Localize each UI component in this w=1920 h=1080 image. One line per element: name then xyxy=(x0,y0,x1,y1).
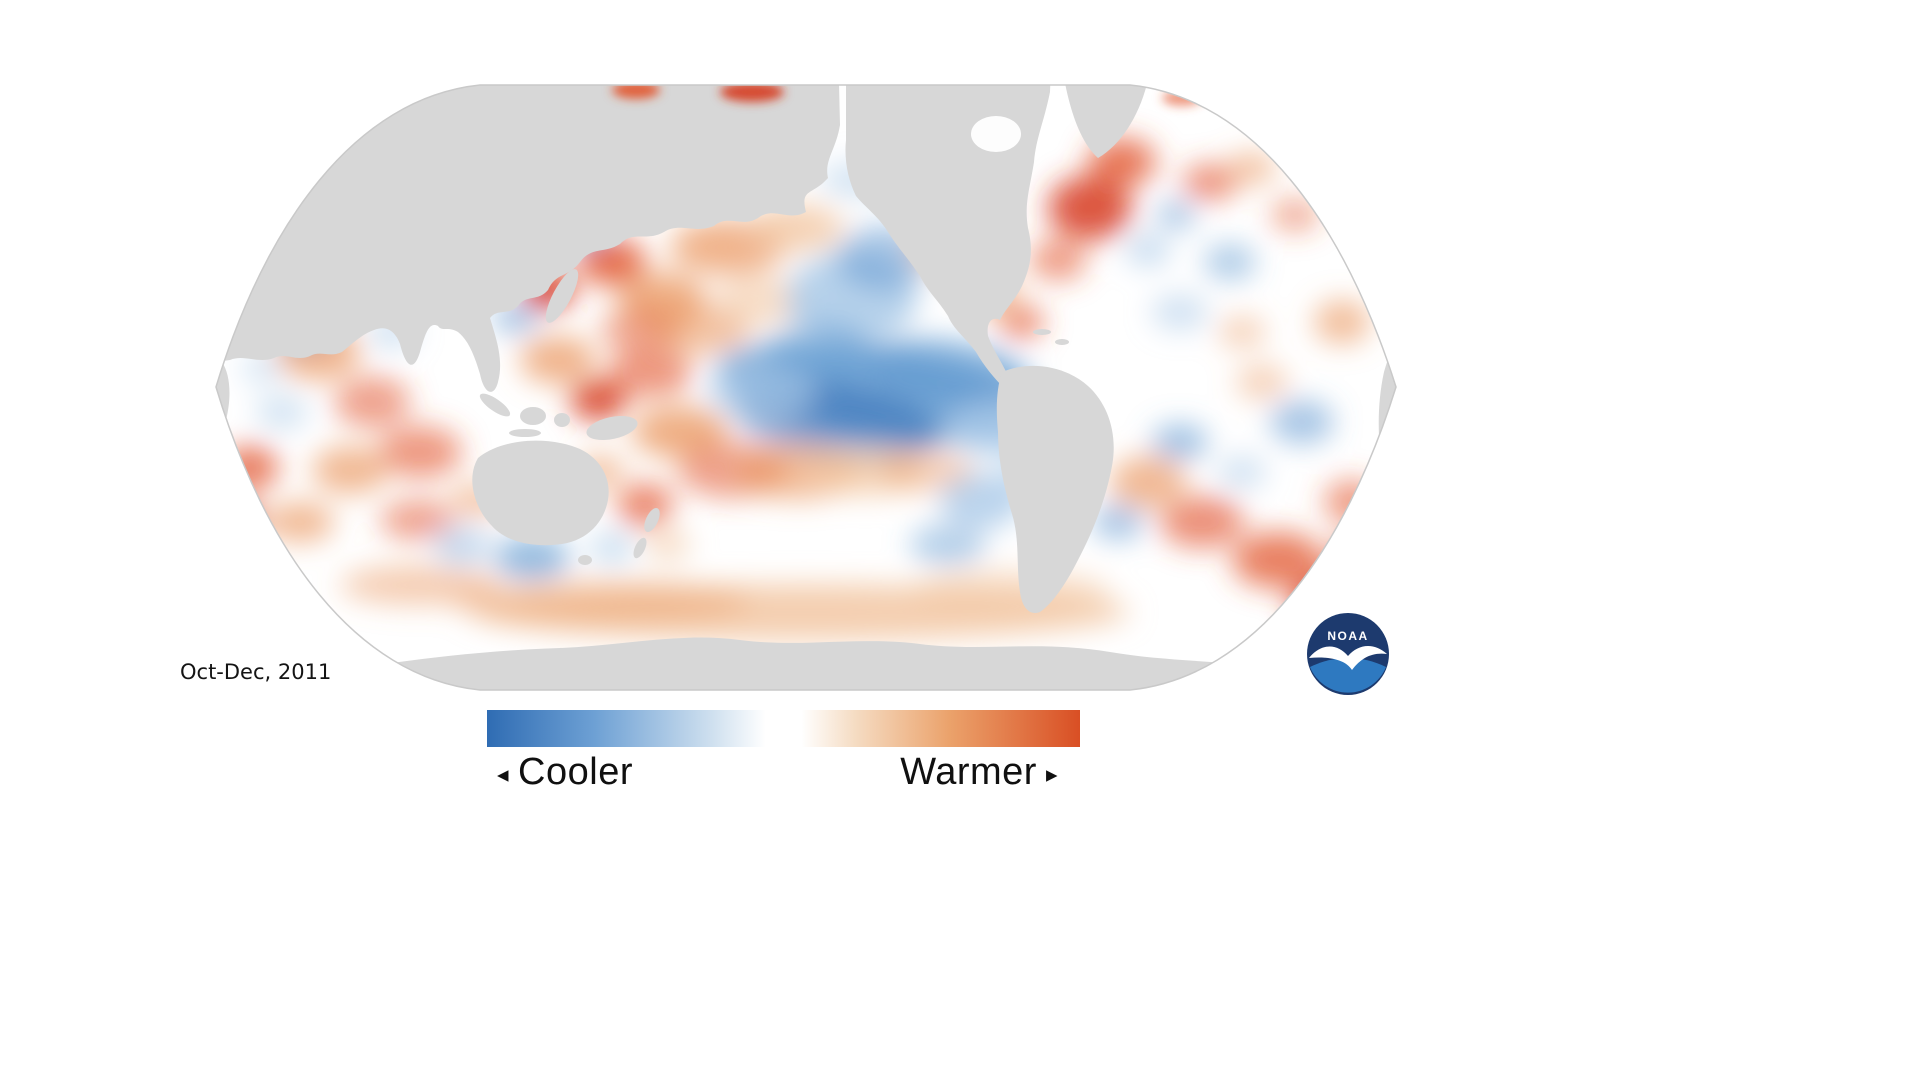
anomaly-blob xyxy=(612,85,660,99)
anomaly-blob xyxy=(434,528,490,564)
anomaly-blob xyxy=(1156,201,1196,229)
anomaly-blob xyxy=(940,472,1024,528)
anomaly-blob xyxy=(747,204,843,252)
anomaly-blob xyxy=(340,565,500,605)
anomaly-blob xyxy=(910,570,1110,614)
anomaly-blob xyxy=(222,446,278,490)
anomaly-blob xyxy=(450,580,750,624)
landmass-borneo xyxy=(520,407,546,425)
anomaly-blob xyxy=(1092,504,1144,540)
anomaly-blob xyxy=(646,529,690,561)
landmass-cuba xyxy=(1033,329,1051,335)
anomaly-blob xyxy=(520,336,596,384)
anomaly-blob xyxy=(1048,176,1132,240)
anomaly-blob xyxy=(1232,532,1324,588)
anomaly-blob xyxy=(1110,456,1186,508)
anomaly-blob xyxy=(570,380,626,420)
noaa-logo-text: NOAA xyxy=(1327,629,1368,643)
anomaly-blob xyxy=(216,500,262,540)
anomaly-blob xyxy=(380,500,456,540)
anomaly-blob xyxy=(877,448,973,492)
anomaly-blob xyxy=(1314,300,1370,344)
anomaly-blob xyxy=(1218,456,1266,488)
anomaly-blob xyxy=(378,426,462,478)
anomaly-blob xyxy=(910,523,986,567)
warmer-label: Warmer ▸ xyxy=(900,751,1080,794)
landmass-new-guinea xyxy=(586,415,638,441)
landmass-new-zealand-south xyxy=(633,537,647,559)
cooler-arrow-icon: ◂ xyxy=(497,760,510,787)
anomaly-blob xyxy=(256,394,308,430)
anomaly-blob xyxy=(1204,244,1256,280)
noaa-logo: NOAA xyxy=(1307,613,1389,695)
anomaly-blob xyxy=(1236,364,1288,400)
landmass-australia xyxy=(472,440,609,546)
landmass-greenland xyxy=(1062,85,1152,158)
anomaly-blob xyxy=(1126,234,1170,266)
anomaly-blob xyxy=(242,352,282,384)
anomaly-blob xyxy=(1330,536,1390,584)
anomaly-blob xyxy=(334,376,410,428)
anomaly-blob xyxy=(1152,424,1208,460)
landmass-sulawesi xyxy=(554,413,570,427)
landmass-new-zealand-north xyxy=(644,507,660,533)
anomaly-blob xyxy=(216,276,240,320)
anomaly-blob xyxy=(1152,294,1208,330)
anomaly-blob xyxy=(312,446,388,494)
date-label: Oct-Dec, 2011 xyxy=(180,660,332,684)
anomaly-blob xyxy=(1000,306,1044,338)
anomaly-blob xyxy=(1182,164,1238,200)
anomaly-blob xyxy=(650,305,750,355)
map-outline xyxy=(215,84,1397,691)
anomaly-blob xyxy=(590,532,634,564)
landmass-sumatra xyxy=(479,393,511,417)
cooler-label: ◂ Cooler xyxy=(487,751,633,794)
noaa-seagull-icon xyxy=(1309,645,1387,670)
landmass-java xyxy=(509,429,541,437)
landmass-antarctica xyxy=(270,637,1330,690)
anomaly-blob xyxy=(707,368,817,416)
landmass-hispaniola xyxy=(1055,339,1069,345)
anomaly-blob xyxy=(266,502,334,542)
anomaly-blob xyxy=(608,346,692,398)
warmer-text: Warmer xyxy=(900,750,1037,793)
anomaly-blob xyxy=(494,536,570,580)
anomaly-blob xyxy=(1324,480,1380,524)
anomaly-blob xyxy=(1160,496,1244,548)
landmass-tasmania xyxy=(578,555,592,565)
cooler-text: Cooler xyxy=(518,750,633,793)
anomaly-blob xyxy=(617,483,673,527)
legend-labels: ◂ Cooler Warmer ▸ xyxy=(487,746,1080,798)
landmass-japan xyxy=(545,269,579,323)
color-scale-bar xyxy=(487,710,1080,747)
anomaly-blob xyxy=(1270,400,1334,444)
hudson-bay xyxy=(971,116,1021,152)
noaa-logo-sphere xyxy=(1310,658,1386,693)
anomaly-blob xyxy=(1228,152,1276,184)
anomaly-blob xyxy=(1030,240,1086,280)
landmass-south-america xyxy=(996,365,1114,614)
anomaly-blob xyxy=(715,275,805,325)
anomaly-blob xyxy=(1218,316,1266,348)
anomaly-blob xyxy=(632,406,728,458)
anomaly-blob xyxy=(720,85,784,102)
anomaly-blob xyxy=(1271,199,1319,231)
warmer-arrow-icon: ▸ xyxy=(1045,760,1058,787)
